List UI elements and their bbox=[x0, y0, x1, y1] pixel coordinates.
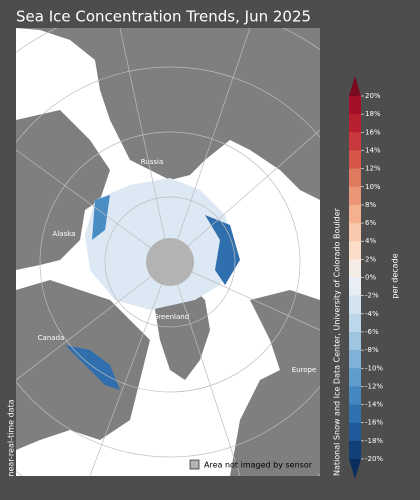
sea-ice-loss bbox=[65, 345, 120, 390]
footnote: near-real-time data bbox=[7, 399, 16, 476]
credit: National Snow and Ice Data Center, Unive… bbox=[333, 207, 342, 476]
colorbar-tick-label: 0% bbox=[365, 274, 376, 282]
colorbar-segment bbox=[349, 404, 361, 423]
map-label: Canada bbox=[38, 334, 65, 342]
colorbar-tick-label: -16% bbox=[365, 419, 383, 427]
colorbar-segment bbox=[349, 186, 361, 206]
colorbar-segment bbox=[349, 350, 361, 369]
colorbar-tick-label: 8% bbox=[365, 201, 376, 209]
colorbar-segment bbox=[349, 368, 361, 387]
colorbar-tick-label: 20% bbox=[365, 92, 381, 100]
colorbar-over bbox=[349, 76, 361, 96]
colorbar-tick-label: -6% bbox=[365, 328, 379, 336]
colorbar-unit: per decade bbox=[391, 253, 400, 298]
land-europe bbox=[230, 290, 320, 476]
colorbar-segment bbox=[349, 223, 361, 242]
colorbar-segment bbox=[349, 150, 361, 169]
map-label: Greenland bbox=[153, 313, 189, 321]
colorbar-tick-label: 2% bbox=[365, 255, 376, 263]
colorbar-segment bbox=[349, 168, 361, 188]
colorbar-segment bbox=[349, 114, 361, 133]
colorbar-tick-label: -12% bbox=[365, 382, 383, 390]
colorbar-tick-label: -10% bbox=[365, 364, 383, 372]
colorbar-segment bbox=[349, 313, 361, 333]
colorbar-segment bbox=[349, 241, 361, 260]
land-eurasia bbox=[16, 28, 320, 200]
colorbar: 20% 18% 16% 14% 12% 10% 8% 6% 4% 2% 0% -2% -4% -6% -8%… bbox=[349, 76, 383, 479]
colorbar-tick-label: -18% bbox=[365, 437, 383, 445]
legend-swatch bbox=[189, 459, 200, 470]
land-alaska bbox=[16, 110, 110, 270]
map-label: Alaska bbox=[53, 230, 76, 238]
colorbar-segment bbox=[349, 422, 361, 442]
colorbar-segment bbox=[349, 295, 361, 315]
map-label: Europe bbox=[292, 366, 317, 374]
sea-ice-loss bbox=[205, 215, 240, 285]
colorbar-segment bbox=[349, 132, 361, 151]
colorbar-tick-label: -2% bbox=[365, 292, 379, 300]
map-label: Russia bbox=[141, 158, 164, 166]
colorbar-tick-label: 4% bbox=[365, 237, 376, 245]
colorbar-tick-label: 6% bbox=[365, 219, 376, 227]
colorbar-tick-label: 16% bbox=[365, 128, 381, 136]
colorbar-tick-label: -20% bbox=[365, 455, 383, 463]
pole-hole bbox=[146, 238, 194, 286]
sea-ice-loss bbox=[92, 195, 110, 240]
map-labels: Russia Alaska Greenland Canada Europe bbox=[38, 158, 317, 374]
colorbar-segment bbox=[349, 331, 361, 351]
colorbar-segment bbox=[349, 386, 361, 405]
colorbar-tick-label: 10% bbox=[365, 183, 381, 191]
colorbar-segment bbox=[349, 440, 361, 460]
title: Sea Ice Concentration Trends, Jun 2025 bbox=[16, 8, 311, 26]
colorbar-tick-label: 12% bbox=[365, 165, 381, 173]
colorbar-tick-label: -8% bbox=[365, 346, 379, 354]
colorbar-segment bbox=[349, 96, 361, 115]
colorbar-tick-label: -4% bbox=[365, 310, 379, 318]
colorbar-segment bbox=[349, 204, 361, 224]
colorbar-tick-label: -14% bbox=[365, 401, 383, 409]
colorbar-segment bbox=[349, 277, 361, 296]
land-canada bbox=[16, 280, 150, 450]
land-greenland bbox=[155, 285, 210, 380]
legend-label: Area not imaged by sensor bbox=[204, 461, 313, 470]
colorbar-tick-label: 14% bbox=[365, 146, 381, 154]
colorbar-under bbox=[349, 459, 361, 479]
colorbar-tick-label: 18% bbox=[365, 110, 381, 118]
colorbar-segment bbox=[349, 259, 361, 278]
